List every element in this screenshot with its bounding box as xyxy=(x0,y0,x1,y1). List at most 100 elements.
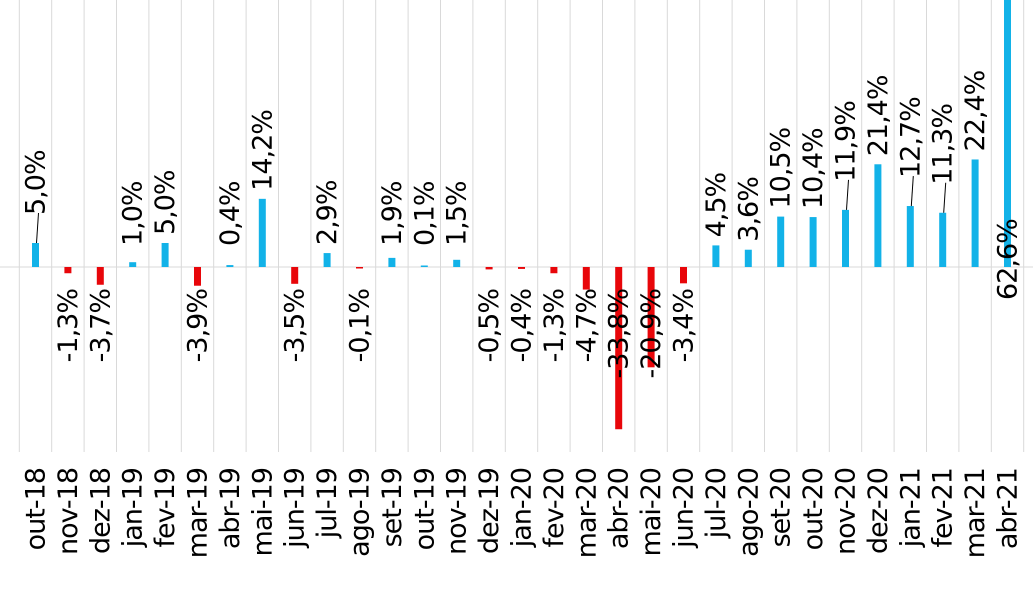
grid xyxy=(0,0,1033,452)
x-tick-label: dez-20 xyxy=(863,468,894,554)
x-tick-label: out-19 xyxy=(409,468,440,550)
x-tick-label: nov-20 xyxy=(831,468,862,555)
data-label: 4,5% xyxy=(701,172,732,237)
data-label: -0,5% xyxy=(474,289,505,363)
data-label: -0,4% xyxy=(507,289,538,363)
x-tick-label: jan-19 xyxy=(118,468,149,548)
bar xyxy=(453,259,461,267)
bar xyxy=(258,198,266,267)
x-tick-label: jan-21 xyxy=(895,468,926,548)
bar xyxy=(64,267,72,274)
data-label: -20,9% xyxy=(636,289,667,379)
bar xyxy=(291,267,299,284)
x-tick-label: ago-20 xyxy=(733,468,764,557)
data-label: 11,9% xyxy=(831,101,862,182)
data-label: 22,4% xyxy=(960,70,991,151)
data-label: 10,4% xyxy=(798,128,829,209)
x-tick-label: out-20 xyxy=(798,468,829,550)
leader-line xyxy=(36,212,39,244)
data-label: 14,2% xyxy=(247,110,278,191)
data-label: 2,9% xyxy=(312,180,343,245)
x-tick-label: mar-21 xyxy=(960,468,991,558)
data-label: -3,5% xyxy=(280,289,311,363)
data-label: -1,3% xyxy=(53,289,84,363)
x-tick-label: jul-19 xyxy=(312,468,343,539)
bars xyxy=(32,0,1011,430)
x-tick-label: mai-20 xyxy=(636,468,667,556)
data-label: 11,3% xyxy=(928,104,959,185)
bar xyxy=(226,265,234,267)
bar xyxy=(420,265,428,267)
bar xyxy=(194,267,201,286)
x-tick-label: set-19 xyxy=(377,468,408,547)
bar xyxy=(680,267,687,284)
bar xyxy=(96,267,104,285)
x-tick-label: fev-19 xyxy=(150,468,181,547)
bar xyxy=(647,267,655,368)
data-label: 1,0% xyxy=(118,181,149,246)
data-label: 62,6% xyxy=(993,219,1024,300)
x-tick-label: abr-20 xyxy=(604,468,635,549)
x-tick-label: nov-19 xyxy=(442,468,473,555)
x-tick-label: jun-19 xyxy=(280,468,311,549)
data-label: 0,4% xyxy=(215,181,246,246)
data-labels: 5,0%-1,3% -3,7%1,0% 5,0%-3,9%0,4%14,2%-3,5… xyxy=(21,70,1024,378)
bar xyxy=(615,267,623,430)
x-tick-label: fev-21 xyxy=(928,468,959,547)
x-tick-label: set-20 xyxy=(766,468,797,547)
x-tick-label: dez-19 xyxy=(474,468,505,554)
data-label: -4,7% xyxy=(571,289,602,363)
data-label: -3,7% xyxy=(85,289,116,363)
x-tick-label: abr-21 xyxy=(993,468,1024,549)
bar xyxy=(809,217,817,267)
leader-line xyxy=(943,182,947,213)
bar xyxy=(356,267,363,269)
bar xyxy=(744,249,752,267)
data-label: 3,6% xyxy=(733,177,764,242)
x-tick-label: nov-18 xyxy=(53,468,84,555)
bar xyxy=(582,267,590,290)
data-label: 1,5% xyxy=(442,181,473,246)
data-label: -3,9% xyxy=(183,289,214,363)
leaders xyxy=(36,176,947,244)
x-tick-label: mar-19 xyxy=(183,468,214,558)
bar xyxy=(129,262,137,267)
bar xyxy=(906,206,914,267)
bar xyxy=(323,253,331,267)
x-tick-label: jun-20 xyxy=(669,468,700,549)
x-tick-label: abr-19 xyxy=(215,468,246,549)
leader-line xyxy=(910,176,914,207)
bar xyxy=(388,257,396,267)
data-label: 12,7% xyxy=(895,97,926,178)
x-tick-label: out-18 xyxy=(21,468,52,550)
bar xyxy=(712,245,720,267)
bar xyxy=(32,243,39,267)
x-tick-label: dez-18 xyxy=(85,468,116,554)
data-label: -0,1% xyxy=(345,289,376,363)
data-label: 1,9% xyxy=(377,181,408,246)
bar xyxy=(777,216,785,267)
data-label: -33,8% xyxy=(604,289,635,379)
x-tick-label: mar-20 xyxy=(571,468,602,558)
data-label: 5,0% xyxy=(150,170,181,235)
bar xyxy=(874,164,882,267)
x-tick-label: jan-20 xyxy=(507,468,538,548)
bar xyxy=(518,267,525,269)
x-tick-labels: out-18 nov-18 dez-18 jan-19 fev-19 mar-19 abr-… xyxy=(21,468,1024,558)
bar xyxy=(971,159,979,267)
x-tick-label: ago-19 xyxy=(345,468,376,557)
bar xyxy=(485,267,493,270)
data-label: 21,4% xyxy=(863,75,894,156)
x-tick-label: mai-19 xyxy=(247,468,278,556)
leader-line xyxy=(846,179,849,210)
data-label: 0,1% xyxy=(409,181,440,246)
bar xyxy=(550,267,558,274)
x-tick-label: fev-20 xyxy=(539,468,570,547)
data-label: -3,4% xyxy=(669,289,700,363)
data-label: 10,5% xyxy=(766,127,797,208)
bar xyxy=(1004,0,1011,268)
x-tick-label: jul-20 xyxy=(701,468,732,539)
data-label: -1,3% xyxy=(539,289,570,363)
bar xyxy=(842,209,849,267)
